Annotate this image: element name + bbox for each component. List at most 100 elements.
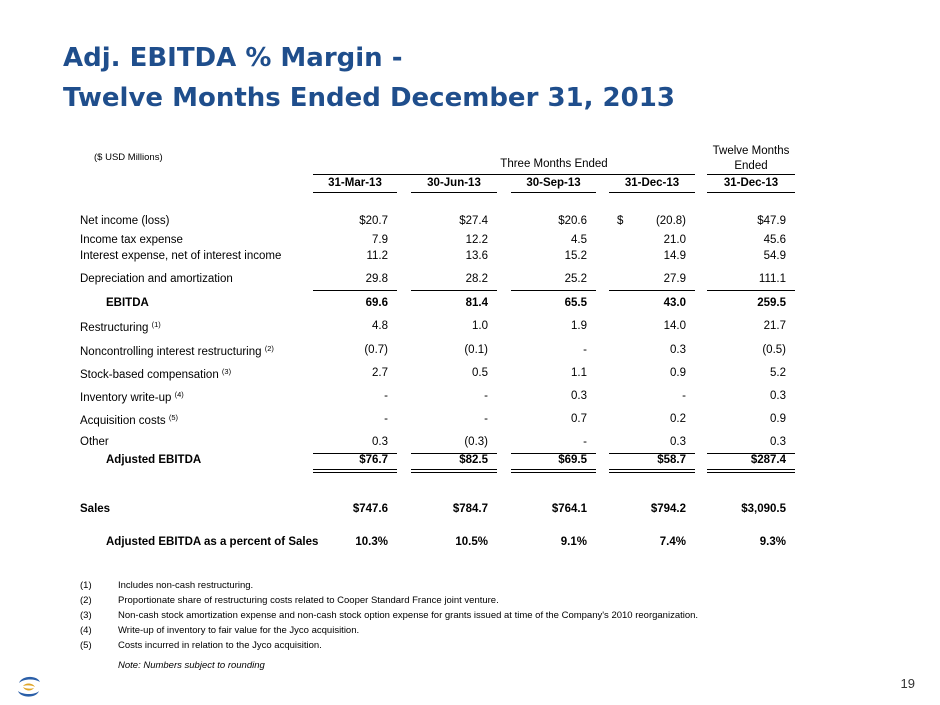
table-cell: $764.1 bbox=[551, 503, 587, 515]
row-label-text: Depreciation and amortization bbox=[80, 273, 233, 285]
twelve-months-underline bbox=[707, 174, 795, 175]
footnote-number: (3) bbox=[80, 610, 92, 621]
subtotal-rule bbox=[609, 290, 695, 291]
column-header-underline bbox=[411, 192, 497, 193]
table-cell: - bbox=[682, 390, 686, 402]
footnote-text: Proportionate share of restructuring cos… bbox=[118, 595, 499, 606]
subtotal-rule bbox=[411, 290, 497, 291]
total-double-rule bbox=[313, 469, 397, 473]
row-label: Noncontrolling interest restructuring (2… bbox=[80, 344, 274, 358]
column-header: 31-Mar-13 bbox=[328, 177, 382, 189]
table-cell: 10.5% bbox=[455, 536, 488, 548]
company-logo-icon bbox=[18, 676, 40, 697]
table-cell: $69.5 bbox=[558, 454, 587, 466]
table-cell: - bbox=[384, 390, 388, 402]
column-header: 30-Sep-13 bbox=[526, 177, 581, 189]
row-label-text: EBITDA bbox=[106, 297, 149, 309]
table-cell: - bbox=[484, 413, 488, 425]
twelve-months-line-1: Twelve Months bbox=[712, 145, 790, 157]
table-cell: 28.2 bbox=[465, 273, 488, 285]
row-label-text: Adjusted EBITDA bbox=[106, 454, 202, 466]
column-header-underline bbox=[707, 192, 795, 193]
row-label: Stock-based compensation (3) bbox=[80, 367, 231, 381]
table-cell: 14.0 bbox=[663, 320, 686, 332]
subtotal-rule bbox=[707, 290, 795, 291]
row-label-text: Income tax expense bbox=[80, 234, 183, 246]
row-label: Restructuring (1) bbox=[80, 320, 161, 334]
table-cell: $82.5 bbox=[459, 454, 488, 466]
subtotal-rule bbox=[411, 453, 497, 454]
table-cell: 21.7 bbox=[763, 320, 786, 332]
table-cell: 15.2 bbox=[564, 250, 587, 262]
table-cell: 0.2 bbox=[670, 413, 686, 425]
table-cell: 45.6 bbox=[763, 234, 786, 246]
page-number: 19 bbox=[900, 676, 915, 691]
table-cell: 13.6 bbox=[465, 250, 488, 262]
table-cell: 25.2 bbox=[564, 273, 587, 285]
footnote-text: Includes non-cash restructuring. bbox=[118, 580, 254, 591]
table-cell: 259.5 bbox=[757, 297, 786, 309]
table-cell: 111.1 bbox=[758, 273, 786, 285]
table-cell: 0.3 bbox=[670, 344, 686, 356]
footnote-number: (5) bbox=[80, 640, 92, 651]
footnote-ref: (3) bbox=[221, 367, 232, 376]
three-months-underline bbox=[313, 174, 695, 175]
table-cell: 1.9 bbox=[571, 320, 587, 332]
subtotal-rule bbox=[609, 453, 695, 454]
three-months-header: Three Months Ended bbox=[500, 158, 608, 170]
table-cell: 4.8 bbox=[372, 320, 388, 332]
row-label-text: Acquisition costs bbox=[80, 415, 166, 427]
row-label-text: Stock-based compensation bbox=[80, 369, 219, 381]
table-cell: $47.9 bbox=[757, 215, 786, 227]
row-label-text: Restructuring bbox=[80, 322, 149, 334]
table-cell: $784.7 bbox=[452, 503, 488, 515]
row-label-text: Noncontrolling interest restructuring bbox=[80, 346, 262, 358]
table-cell: 4.5 bbox=[571, 234, 587, 246]
table-cell: (0.1) bbox=[464, 344, 488, 356]
table-cell: 54.9 bbox=[763, 250, 786, 262]
subtotal-rule bbox=[511, 290, 596, 291]
total-double-rule bbox=[511, 469, 596, 473]
table-cell: 7.4% bbox=[659, 536, 686, 548]
table-cell: $3,090.5 bbox=[741, 503, 786, 515]
row-label: Adjusted EBITDA as a percent of Sales bbox=[106, 536, 318, 548]
footnote-number: (2) bbox=[80, 595, 92, 606]
column-header-underline bbox=[609, 192, 695, 193]
row-label: Net income (loss) bbox=[80, 215, 169, 227]
row-label-text: Sales bbox=[80, 503, 111, 515]
row-label: Depreciation and amortization bbox=[80, 273, 233, 285]
table-cell: 0.3 bbox=[372, 436, 388, 448]
footnote-text: Costs incurred in relation to the Jyco a… bbox=[118, 640, 322, 651]
row-label-text: Adjusted EBITDA as a percent of Sales bbox=[106, 536, 319, 548]
row-label: EBITDA bbox=[106, 297, 149, 309]
table-cell: (0.5) bbox=[762, 344, 786, 356]
table-cell: 1.1 bbox=[571, 367, 587, 379]
footnote-ref: (2) bbox=[264, 344, 274, 353]
subtotal-rule bbox=[313, 453, 397, 454]
table-cell: 14.9 bbox=[663, 250, 686, 262]
table-cell: 0.3 bbox=[670, 436, 686, 448]
footnote-text: Non-cash stock amortization expense and … bbox=[118, 610, 699, 621]
table-cell: - bbox=[484, 390, 488, 402]
table-cell: 11.2 bbox=[366, 250, 388, 262]
table-cell: $27.4 bbox=[459, 215, 488, 227]
footnote-number: (4) bbox=[80, 625, 92, 636]
table-cell: - bbox=[384, 413, 388, 425]
footnote-ref: (5) bbox=[168, 413, 179, 422]
table-cell: 10.3% bbox=[355, 536, 388, 548]
row-label-text: Other bbox=[80, 436, 109, 448]
footnote-ref: (4) bbox=[174, 390, 184, 399]
table-cell: 0.5 bbox=[472, 367, 488, 379]
table-cell: (0.7) bbox=[364, 344, 388, 356]
table-cell: 81.4 bbox=[465, 297, 488, 309]
table-cell: 0.7 bbox=[571, 413, 587, 425]
total-double-rule bbox=[411, 469, 497, 473]
total-double-rule bbox=[707, 469, 795, 473]
total-double-rule bbox=[609, 469, 695, 473]
twelve-months-header: Twelve Months Ended bbox=[707, 144, 795, 174]
row-label: Income tax expense bbox=[80, 234, 183, 246]
column-header: 31-Dec-13 bbox=[624, 177, 680, 189]
table-cell: 1.0 bbox=[472, 320, 488, 332]
rounding-note: Note: Numbers subject to rounding bbox=[118, 660, 265, 671]
table-cell: $287.4 bbox=[750, 454, 786, 466]
